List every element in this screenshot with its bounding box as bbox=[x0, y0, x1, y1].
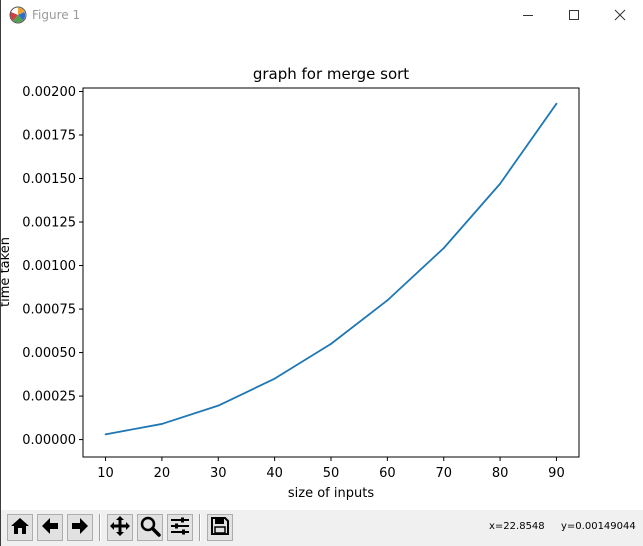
y-tick-label: 0.00075 bbox=[22, 303, 76, 318]
data-point bbox=[499, 182, 501, 185]
configure-subplots-icon bbox=[169, 515, 191, 541]
maximize-button[interactable] bbox=[551, 0, 597, 30]
figure-canvas[interactable]: 0.00000 0.00025 0.00050 0.00075 0.00100 0.001… bbox=[0, 30, 643, 510]
data-point bbox=[555, 102, 558, 105]
x-tick-label: 50 bbox=[323, 466, 340, 481]
x-coordinate-readout: x=22.8548 bbox=[489, 521, 545, 532]
maximize-icon bbox=[568, 6, 580, 25]
pan-icon bbox=[109, 515, 131, 541]
navigation-toolbar: x=22.8548 y=0.00149044 bbox=[1, 510, 643, 546]
x-tick-label: 90 bbox=[548, 466, 565, 481]
data-point bbox=[273, 377, 276, 380]
save-icon bbox=[210, 516, 230, 540]
x-tick-label: 30 bbox=[210, 466, 227, 481]
window-title: Figure 1 bbox=[32, 8, 81, 22]
pan-button[interactable] bbox=[107, 514, 133, 541]
forward-button[interactable] bbox=[67, 514, 93, 541]
matplotlib-logo-icon bbox=[9, 6, 27, 24]
y-tick-label: 0.00000 bbox=[22, 433, 76, 448]
back-button[interactable] bbox=[37, 514, 63, 541]
data-point bbox=[104, 433, 107, 436]
chart-title: graph for merge sort bbox=[253, 65, 409, 83]
x-tick-label: 60 bbox=[379, 466, 396, 481]
y-axis-ticks: 0.00000 0.00025 0.00050 0.00075 0.00100 0.001… bbox=[22, 85, 83, 448]
forward-arrow-icon bbox=[70, 516, 90, 540]
data-point bbox=[217, 404, 220, 407]
y-tick-label: 0.00100 bbox=[22, 259, 76, 274]
x-axis-ticks: 10 20 30 40 50 60 70 80 90 bbox=[97, 457, 565, 481]
data-point bbox=[442, 247, 445, 250]
title-bar[interactable]: Figure 1 bbox=[1, 0, 643, 30]
x-axis-label: size of inputs bbox=[288, 486, 374, 501]
x-tick-label: 80 bbox=[492, 466, 509, 481]
y-tick-label: 0.00125 bbox=[22, 216, 76, 231]
x-tick-label: 70 bbox=[435, 466, 452, 481]
y-tick-label: 0.00025 bbox=[22, 390, 76, 405]
chart: 0.00000 0.00025 0.00050 0.00075 0.00100 0.001… bbox=[0, 65, 580, 501]
y-tick-label: 0.00175 bbox=[22, 128, 76, 143]
configure-subplots-button[interactable] bbox=[167, 514, 193, 541]
toolbar-separator bbox=[199, 514, 201, 541]
x-tick-label: 40 bbox=[266, 466, 283, 481]
x-tick-label: 20 bbox=[154, 466, 171, 481]
y-axis-label: time taken bbox=[1, 237, 13, 307]
home-button[interactable] bbox=[7, 514, 33, 541]
y-tick-label: 0.00150 bbox=[22, 172, 76, 187]
y-tick-label: 0.00200 bbox=[22, 85, 76, 100]
zoom-icon bbox=[139, 515, 161, 541]
home-icon bbox=[10, 516, 30, 540]
zoom-button[interactable] bbox=[137, 514, 163, 541]
minimize-button[interactable] bbox=[505, 0, 551, 30]
toolbar-separator bbox=[99, 514, 101, 541]
close-icon bbox=[614, 6, 626, 25]
minimize-icon bbox=[522, 6, 534, 25]
close-button[interactable] bbox=[597, 0, 643, 30]
data-point bbox=[330, 342, 332, 345]
x-tick-label: 10 bbox=[97, 466, 114, 481]
plot-area bbox=[82, 87, 580, 458]
y-tick-label: 0.00050 bbox=[22, 346, 76, 361]
data-point bbox=[161, 423, 163, 425]
back-arrow-icon bbox=[40, 516, 60, 540]
series-group bbox=[104, 102, 558, 436]
save-button[interactable] bbox=[207, 514, 233, 541]
data-point bbox=[386, 299, 389, 302]
y-coordinate-readout: y=0.00149044 bbox=[561, 521, 636, 532]
